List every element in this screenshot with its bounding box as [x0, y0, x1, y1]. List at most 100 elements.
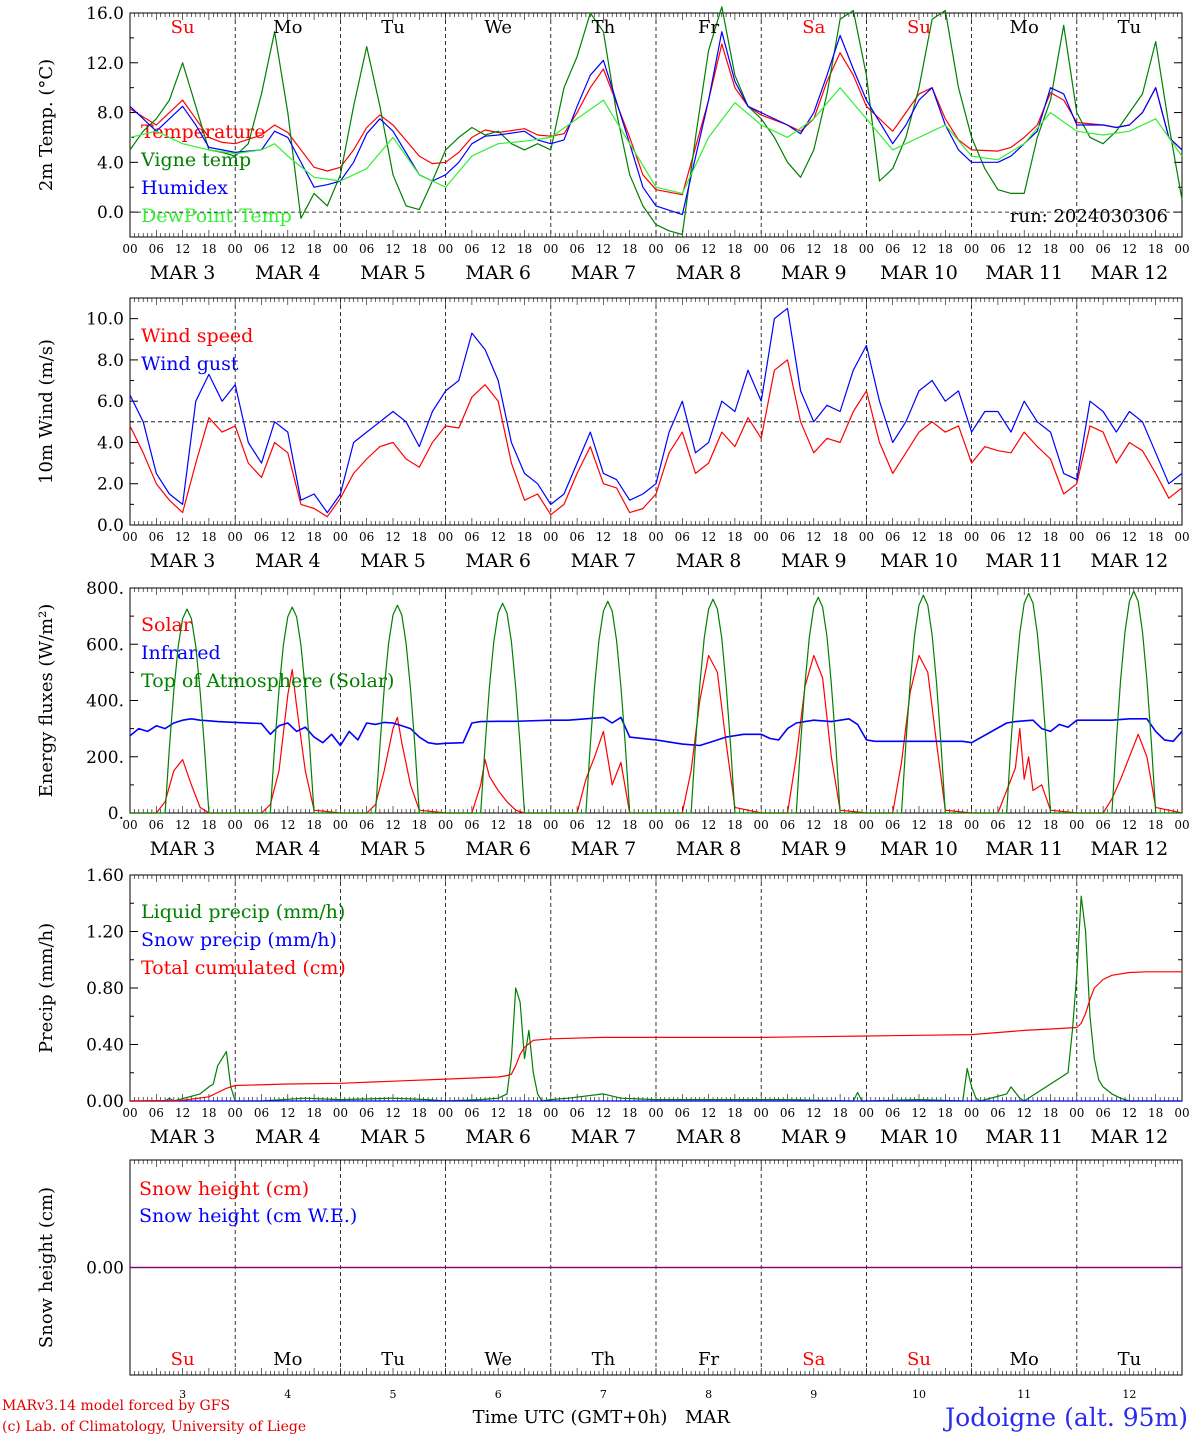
hour-tick-label: 18 — [938, 242, 953, 256]
y-tick-label: 1.20 — [86, 923, 124, 943]
hour-tick-label: 18 — [1148, 530, 1163, 544]
hour-tick-label: 18 — [727, 818, 742, 832]
hour-tick-label: 00 — [964, 818, 979, 832]
hour-tick-label: 06 — [675, 530, 690, 544]
weekday-label: Mo — [273, 1349, 302, 1370]
hour-tick-label: 06 — [675, 242, 690, 256]
series-line — [130, 895, 1182, 1102]
date-label: MAR 8 — [676, 838, 742, 860]
hour-tick-label: 00 — [964, 242, 979, 256]
station-name: Jodoigne (alt. 95m) — [945, 1403, 1188, 1432]
hour-tick-label: 06 — [675, 1106, 690, 1120]
hour-tick-label: 06 — [359, 242, 374, 256]
hour-tick-label: 12 — [491, 242, 506, 256]
y-tick-label: 0.80 — [86, 979, 124, 999]
hour-tick-label: 12 — [701, 1106, 716, 1120]
date-label: MAR 5 — [360, 1126, 426, 1148]
hour-tick-label: 06 — [149, 1106, 164, 1120]
hour-tick-label: 18 — [832, 530, 847, 544]
date-label: MAR 11 — [985, 262, 1063, 284]
hour-tick-label: 18 — [517, 530, 532, 544]
hour-tick-label: 12 — [491, 530, 506, 544]
hour-tick-label: 00 — [1174, 242, 1189, 256]
y-axis-label: Energy fluxes (W/m²) — [36, 604, 57, 798]
hour-tick-label: 12 — [701, 242, 716, 256]
hour-tick-label: 12 — [1122, 530, 1137, 544]
hour-tick-label: 06 — [990, 818, 1005, 832]
hour-tick-label: 00 — [754, 818, 769, 832]
hour-tick-label: 06 — [1095, 530, 1110, 544]
date-label: MAR 6 — [465, 262, 531, 284]
hour-tick-label: 00 — [228, 1106, 243, 1120]
day-number-label: 12 — [1122, 1388, 1136, 1401]
hour-tick-label: 06 — [464, 1106, 479, 1120]
date-label: MAR 11 — [985, 550, 1063, 572]
hour-tick-label: 06 — [359, 530, 374, 544]
hour-tick-label: 18 — [832, 1106, 847, 1120]
hour-tick-label: 06 — [885, 1106, 900, 1120]
hour-tick-label: 12 — [175, 818, 190, 832]
hour-tick-label: 00 — [122, 1106, 137, 1120]
weekday-label: Th — [592, 17, 616, 38]
y-tick-label: 0. — [108, 804, 124, 824]
hour-tick-label: 18 — [517, 818, 532, 832]
hour-tick-label: 00 — [859, 1106, 874, 1120]
series-line — [130, 590, 1182, 814]
hour-tick-label: 12 — [1017, 242, 1032, 256]
hour-tick-label: 18 — [1043, 530, 1058, 544]
y-tick-label: 0.00 — [86, 1092, 124, 1112]
date-label: MAR 6 — [465, 550, 531, 572]
hour-tick-label: 06 — [990, 530, 1005, 544]
hour-tick-label: 00 — [648, 818, 663, 832]
legend-entry: Snow height (cm W.E.) — [139, 1205, 357, 1227]
date-label: MAR 10 — [880, 1126, 958, 1148]
hour-tick-label: 06 — [569, 242, 584, 256]
y-tick-label: 400. — [86, 692, 124, 712]
hour-tick-label: 06 — [254, 818, 269, 832]
day-number-label: 11 — [1017, 1388, 1031, 1401]
hour-tick-label: 18 — [727, 530, 742, 544]
hour-tick-label: 00 — [228, 242, 243, 256]
hour-tick-label: 00 — [754, 242, 769, 256]
date-label: MAR 4 — [255, 1126, 321, 1148]
panel-2: 0.0 2.0 4.0 6.0 8.0 10.0 10m Wind (m/s) Wind sp… — [36, 297, 1190, 572]
hour-tick-label: 06 — [254, 530, 269, 544]
hour-tick-label: 18 — [201, 530, 216, 544]
panel-3: 0. 200. 400. 600. 800. Energy fluxes (W/m²) So… — [36, 579, 1190, 860]
hour-tick-label: 12 — [806, 818, 821, 832]
hour-tick-label: 18 — [306, 818, 321, 832]
weekday-label: Fr — [698, 1349, 719, 1370]
hour-tick-label: 12 — [1122, 1106, 1137, 1120]
hour-tick-label: 12 — [596, 242, 611, 256]
hour-tick-label: 00 — [964, 530, 979, 544]
hour-tick-label: 00 — [648, 1106, 663, 1120]
hour-tick-label: 06 — [569, 1106, 584, 1120]
hour-tick-label: 00 — [1174, 530, 1189, 544]
weekday-label: Su — [907, 17, 931, 38]
date-label: MAR 11 — [985, 838, 1063, 860]
y-axis-label: Snow height (cm) — [36, 1187, 57, 1348]
hour-tick-label: 06 — [359, 1106, 374, 1120]
hour-tick-label: 18 — [938, 1106, 953, 1120]
day-number-label: 5 — [390, 1388, 397, 1401]
hour-ticks — [129, 1160, 1183, 1375]
legend-entry: Humidex — [141, 177, 228, 199]
x-axis-month: MAR — [685, 1407, 730, 1428]
date-label: MAR 5 — [360, 262, 426, 284]
series-line — [129, 359, 1183, 518]
weekday-label: Mo — [1010, 1349, 1039, 1370]
legend-entry: Vigne temp — [140, 149, 251, 171]
hour-tick-label: 18 — [517, 242, 532, 256]
panel-4: 0.00 0.40 0.80 1.20 1.60 Precip (mm/h) Liquid … — [36, 866, 1190, 1148]
hour-tick-label: 18 — [306, 242, 321, 256]
legend-entry: DewPoint Temp — [141, 205, 292, 227]
hour-tick-label: 12 — [1017, 818, 1032, 832]
y-axis-label: 2m Temp. (°C) — [36, 59, 57, 191]
weekday-label: Sa — [802, 17, 825, 38]
hour-tick-label: 12 — [596, 818, 611, 832]
hour-tick-label: 06 — [990, 1106, 1005, 1120]
hour-tick-label: 06 — [149, 818, 164, 832]
date-label: MAR 9 — [781, 550, 847, 572]
weekday-label: Mo — [273, 17, 302, 38]
hour-tick-label: 06 — [464, 242, 479, 256]
